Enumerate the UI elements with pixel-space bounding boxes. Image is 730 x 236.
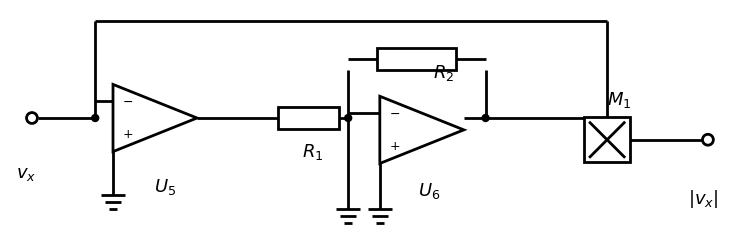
Circle shape (26, 113, 37, 123)
Text: $+$: $+$ (122, 128, 134, 141)
Bar (377, 48, 456, 70)
Text: $-$: $-$ (389, 107, 400, 120)
Polygon shape (380, 96, 464, 164)
Text: $U_6$: $U_6$ (418, 181, 440, 201)
Circle shape (702, 134, 713, 145)
Text: $+$: $+$ (389, 140, 400, 153)
Polygon shape (113, 84, 197, 152)
Circle shape (482, 114, 489, 122)
Bar (278, 107, 339, 129)
Text: $R_1$: $R_1$ (302, 142, 323, 162)
Text: $M_1$: $M_1$ (607, 90, 631, 110)
Text: $v_x$: $v_x$ (16, 165, 36, 183)
Text: $R_2$: $R_2$ (434, 63, 455, 83)
Text: $U_5$: $U_5$ (154, 177, 177, 197)
Circle shape (92, 114, 99, 122)
Text: $|v_x|$: $|v_x|$ (688, 188, 718, 210)
Text: $-$: $-$ (122, 95, 134, 108)
Bar (585, 117, 630, 162)
Circle shape (345, 114, 352, 122)
